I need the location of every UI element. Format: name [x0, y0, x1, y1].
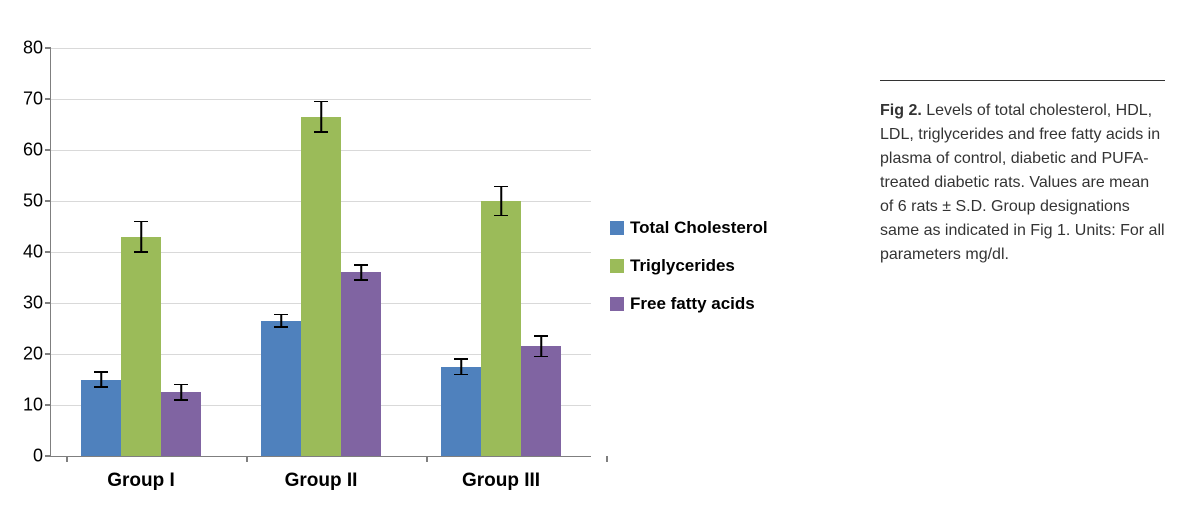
chart-error-cap	[94, 386, 108, 388]
chart-ytick-label: 10	[23, 395, 43, 416]
chart-ytick-mark	[45, 251, 51, 253]
chart-ytick-label: 20	[23, 344, 43, 365]
chart-xtick-mark	[246, 456, 248, 462]
chart-ytick-mark	[45, 455, 51, 457]
caption-column: Fig 2. Levels of total cholesterol, HDL,…	[870, 0, 1175, 524]
chart-error-cap	[314, 101, 328, 103]
chart-category-label: Group III	[462, 470, 540, 492]
chart-ytick-label: 60	[23, 140, 43, 161]
chart-ytick-mark	[45, 149, 51, 151]
chart-error-cap	[174, 384, 188, 386]
figure-caption: Fig 2. Levels of total cholesterol, HDL,…	[880, 99, 1165, 267]
chart-error-bar	[320, 102, 322, 133]
chart-error-cap	[354, 279, 368, 281]
chart-xtick-mark	[606, 456, 608, 462]
chart-bar	[441, 367, 481, 456]
chart-legend: Total Cholesterol Triglycerides Free fatty…	[610, 218, 768, 332]
chart-error-cap	[354, 264, 368, 266]
chart-error-cap	[494, 186, 508, 188]
chart-bar	[161, 392, 201, 456]
chart-ytick-mark	[45, 200, 51, 202]
chart-error-bar	[360, 265, 362, 280]
chart-bar	[81, 380, 121, 457]
chart-ytick-label: 70	[23, 89, 43, 110]
chart-xtick-mark	[66, 456, 68, 462]
chart-error-bar	[500, 187, 502, 216]
chart-error-bar	[100, 372, 102, 387]
chart-bar	[521, 346, 561, 456]
legend-item: Total Cholesterol	[610, 218, 768, 238]
chart-error-cap	[534, 356, 548, 358]
chart-bar	[301, 117, 341, 456]
chart-error-cap	[454, 374, 468, 376]
chart-plot-area: 01020304050607080Group IGroup IIGroup II…	[50, 48, 591, 457]
chart-ytick-label: 50	[23, 191, 43, 212]
chart-ytick-label: 80	[23, 38, 43, 59]
chart-bar	[481, 201, 521, 456]
chart-error-bar	[280, 315, 282, 327]
chart-error-cap	[494, 215, 508, 217]
caption-rule	[880, 80, 1165, 81]
chart-category-label: Group I	[107, 470, 175, 492]
chart-error-cap	[274, 326, 288, 328]
legend-label: Triglycerides	[630, 256, 735, 276]
page-root: 0 10 20 30 40 50 60 70 80 Group I Group II Group II…	[0, 0, 1195, 524]
chart-ytick-mark	[45, 47, 51, 49]
chart-ytick-label: 30	[23, 293, 43, 314]
chart-error-cap	[534, 335, 548, 337]
chart-error-cap	[274, 314, 288, 316]
chart-error-bar	[460, 359, 462, 374]
chart-bar	[341, 272, 381, 456]
chart-ytick-mark	[45, 302, 51, 304]
legend-label: Free fatty acids	[630, 294, 755, 314]
chart-column: 0 10 20 30 40 50 60 70 80 Group I Group II Group II…	[0, 0, 870, 524]
legend-item: Free fatty acids	[610, 294, 768, 314]
chart-xtick-mark	[426, 456, 428, 462]
chart-ytick-label: 40	[23, 242, 43, 263]
chart-error-cap	[134, 251, 148, 253]
chart-gridline	[51, 48, 591, 49]
chart-error-cap	[174, 399, 188, 401]
chart-ytick-mark	[45, 404, 51, 406]
chart-error-cap	[94, 371, 108, 373]
legend-swatch	[610, 297, 624, 311]
chart-ytick-mark	[45, 98, 51, 100]
legend-swatch	[610, 221, 624, 235]
chart-error-cap	[454, 358, 468, 360]
legend-swatch	[610, 259, 624, 273]
legend-label: Total Cholesterol	[630, 218, 768, 238]
legend-item: Triglycerides	[610, 256, 768, 276]
chart-bar	[261, 321, 301, 456]
figure-caption-text: Levels of total cholesterol, HDL, LDL, t…	[880, 102, 1165, 263]
chart-error-bar	[180, 385, 182, 400]
figure-label: Fig 2.	[880, 102, 922, 119]
chart-ytick-label: 0	[33, 446, 43, 467]
chart-error-bar	[540, 336, 542, 356]
chart-ytick-mark	[45, 353, 51, 355]
chart-error-cap	[134, 221, 148, 223]
chart-error-bar	[140, 221, 142, 252]
chart-error-cap	[314, 131, 328, 133]
chart-category-label: Group II	[285, 470, 358, 492]
chart-bar	[121, 237, 161, 456]
